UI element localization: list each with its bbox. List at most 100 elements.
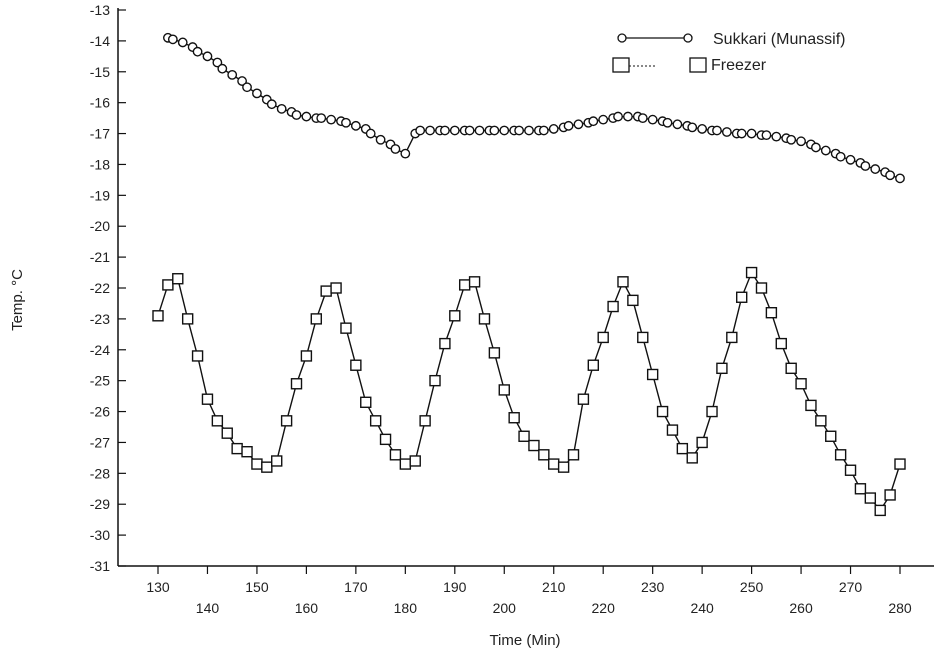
data-point-square [458, 279, 471, 291]
data-point-circle [662, 117, 673, 128]
data-point-square [785, 362, 797, 375]
data-point-circle [341, 117, 351, 128]
x-tick-label: 260 [789, 600, 813, 616]
y-tick-label: -17 [90, 126, 110, 142]
data-point-circle [845, 154, 856, 165]
data-point-circle [736, 128, 747, 139]
data-point-square [340, 322, 352, 334]
data-point-square [557, 461, 570, 473]
data-point-square [815, 415, 827, 427]
data-point-square [399, 458, 412, 470]
y-tick-label: -14 [90, 33, 110, 49]
y-tick-label: -27 [90, 434, 110, 450]
data-point-square [280, 415, 293, 427]
x-tick-label: 190 [443, 579, 467, 595]
data-point-square [597, 331, 609, 344]
data-point-circle [573, 119, 584, 130]
y-tick-label: -21 [90, 249, 110, 265]
data-point-square [369, 415, 382, 427]
data-point-square [201, 393, 214, 405]
data-point-circle [415, 125, 426, 136]
data-point-square [152, 310, 164, 322]
data-point-square [646, 368, 659, 381]
data-point-square [498, 384, 510, 396]
y-tick-label: -25 [90, 373, 110, 389]
data-point-square [290, 378, 303, 390]
data-point-square [379, 433, 392, 446]
data-point-square [191, 350, 204, 362]
data-point-circle [538, 125, 549, 136]
y-tick-label: -30 [90, 527, 110, 543]
data-point-square [518, 430, 530, 442]
data-point-square [745, 266, 758, 279]
y-tick-label: -22 [90, 280, 110, 296]
data-point-circle [365, 128, 376, 139]
data-point-square [874, 504, 886, 517]
data-point-circle [835, 151, 846, 162]
data-point-circle [350, 120, 361, 131]
data-point-circle [301, 111, 312, 122]
data-point-circle [637, 113, 648, 124]
data-point-circle [721, 127, 732, 137]
data-point-circle [796, 136, 806, 147]
data-point-square [439, 337, 451, 350]
y-tick-label: -15 [90, 64, 110, 80]
data-point-circle [524, 125, 534, 136]
data-point-square [775, 337, 787, 350]
data-point-square [300, 350, 313, 362]
data-point-circle [212, 57, 223, 68]
data-point-square [409, 455, 421, 467]
data-point-circle [623, 111, 633, 122]
data-point-circle [375, 134, 386, 145]
data-point-square [795, 378, 807, 390]
y-tick-label: -23 [90, 311, 110, 327]
legend-entry-freezer: Freezer [612, 57, 767, 74]
data-point-square [617, 276, 629, 288]
data-point-square [834, 449, 847, 461]
data-point-square [676, 442, 689, 455]
data-point-circle [440, 125, 450, 136]
data-point-square [706, 405, 718, 418]
data-point-square [686, 452, 698, 464]
x-tick-label: 220 [592, 600, 616, 616]
y-ticks: -13 -14 -15 -16 -17 -18 -19 -20 -21 -22 -23 -24 -25 -… [90, 2, 126, 574]
data-point-square [726, 331, 738, 344]
data-point-circle [687, 122, 698, 133]
data-point-square [468, 276, 481, 288]
data-point-square [360, 396, 372, 408]
data-point-square [825, 430, 837, 442]
x-tick-label: 170 [344, 579, 368, 595]
data-point-square [241, 446, 253, 458]
x-tick-label: 280 [888, 600, 912, 616]
data-point-square [884, 489, 896, 501]
data-point-square [429, 374, 441, 387]
data-point-square [627, 294, 639, 307]
legend-label-sukkari: Sukkari (Munassif) [713, 31, 845, 48]
data-point-square [844, 464, 857, 476]
data-point-circle [712, 125, 722, 136]
data-point-square [320, 285, 332, 297]
y-tick-label: -18 [90, 156, 110, 172]
data-point-square [854, 483, 867, 495]
data-point-circle [885, 170, 896, 181]
x-tick-label: 250 [740, 579, 764, 595]
x-tick-label: 160 [295, 600, 319, 616]
axes [117, 8, 934, 567]
x-tick-label: 150 [245, 579, 269, 595]
data-point-circle [771, 131, 782, 142]
legend-marker-circle-left [617, 33, 627, 43]
series-sukkari [162, 32, 905, 184]
data-point-square [181, 313, 194, 325]
data-point-circle [425, 125, 435, 136]
data-point-circle [514, 125, 525, 136]
data-point-circle [252, 88, 262, 99]
data-point-circle [217, 63, 228, 74]
data-point-square [261, 461, 273, 473]
data-point-circle [242, 82, 252, 93]
y-tick-label: -31 [90, 558, 110, 574]
x-tick-label: 200 [493, 600, 517, 616]
x-tick-label: 230 [641, 579, 665, 595]
data-point-circle [177, 37, 188, 48]
data-point-square [666, 424, 679, 436]
